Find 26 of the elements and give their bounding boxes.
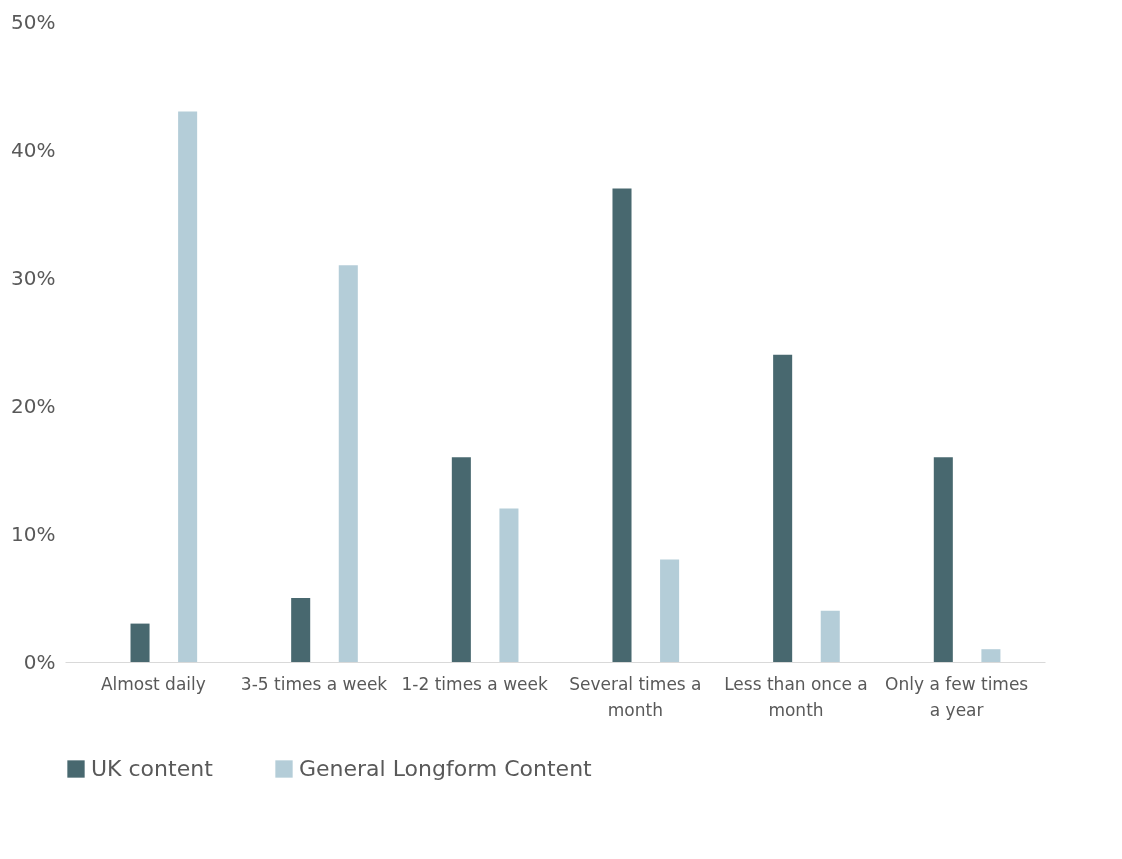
legend-label: UK content <box>91 756 214 781</box>
bar <box>933 457 953 662</box>
y-tick-label: 10% <box>11 521 56 546</box>
x-tick-label: Only a few times a year <box>885 673 1029 720</box>
x-tick-label: 1-2 times a week <box>401 673 548 694</box>
y-tick-label: 30% <box>11 265 56 290</box>
bar <box>660 559 680 662</box>
y-tick-label: 20% <box>11 393 56 418</box>
x-tick-label: Several times a month <box>569 673 702 720</box>
legend-label: General Longform Content <box>299 756 593 781</box>
bar <box>612 188 632 662</box>
bar <box>338 265 358 662</box>
bar <box>981 649 1001 662</box>
y-tick-label: 40% <box>11 137 56 162</box>
bar <box>130 623 150 662</box>
bar <box>820 610 840 662</box>
x-tick-label: Less than once a month <box>724 673 868 720</box>
bar <box>451 457 471 662</box>
y-tick-label: 50% <box>11 9 56 34</box>
bar <box>499 508 519 662</box>
bar <box>178 111 198 662</box>
x-tick-label: Almost daily <box>100 673 206 694</box>
y-tick-label: 0% <box>23 649 56 674</box>
bar <box>291 598 311 662</box>
x-tick-label: 3-5 times a week <box>240 673 388 694</box>
bar <box>773 354 793 662</box>
